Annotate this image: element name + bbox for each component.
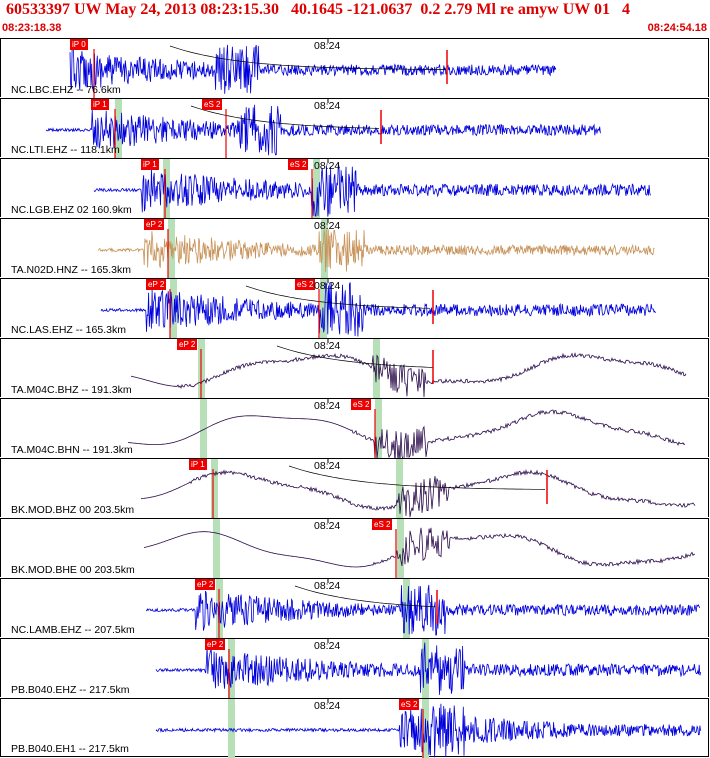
trace-plot <box>155 699 701 758</box>
phase-pick-flag[interactable]: iP 1 <box>141 159 159 170</box>
channel-label: BK.MOD.BHZ 00 203.5km <box>11 504 135 516</box>
waveform-trace <box>155 703 701 758</box>
time-tick-label: 08:24 <box>314 40 341 52</box>
pick-window <box>321 219 328 278</box>
channel-label: TA.M04C.BHN -- 191.3km <box>11 444 133 456</box>
trace-panel[interactable]: eP 2 08:24 PB.B040.EHZ -- 217.5km <box>0 638 709 698</box>
trace-plot <box>130 339 687 398</box>
trace-plot <box>145 579 701 638</box>
trace-plot <box>45 99 601 158</box>
coda-curve <box>169 45 446 70</box>
time-tick-label: 08:24 <box>314 460 341 472</box>
pick-window <box>396 459 403 518</box>
phase-pick-flag[interactable]: iP 1 <box>189 459 207 470</box>
time-tick-label: 08:24 <box>314 700 341 712</box>
time-tick-label: 08:24 <box>314 280 341 292</box>
waveform-trace <box>45 104 601 156</box>
waveform-trace <box>97 229 655 272</box>
time-tick-label: 08:24 <box>314 640 341 652</box>
channel-label: NC.LTI.EHZ -- 118.1km <box>11 144 120 156</box>
channel-label: NC.LAS.EHZ -- 165.3km <box>11 324 126 336</box>
pick-window <box>115 99 122 158</box>
phase-pick-flag[interactable]: eS 2 <box>295 279 316 290</box>
waveform-trace <box>100 281 656 337</box>
waveform-trace <box>127 409 686 458</box>
pick-window <box>313 159 320 218</box>
trace-plot <box>155 639 701 698</box>
channel-label: BK.MOD.BHE 00 203.5km <box>11 564 135 576</box>
channel-label: PB.B040.EHZ -- 217.5km <box>11 684 130 696</box>
time-tick-label: 08:24 <box>314 520 341 532</box>
trace-panel[interactable]: iP 1 08:24 BK.MOD.BHZ 00 203.5km <box>0 458 709 518</box>
trace-plot <box>143 519 696 578</box>
time-tick-label: 08:24 <box>314 340 341 352</box>
time-tick-label: 08:24 <box>314 160 341 172</box>
waveform-trace <box>143 527 696 568</box>
phase-pick-flag[interactable]: eP 2 <box>205 639 226 650</box>
phase-pick-flag[interactable]: eS 2 <box>288 159 309 170</box>
trace-panel[interactable]: eS 2 08:24 PB.B040.EH1 -- 217.5km <box>0 698 709 758</box>
coda-curve <box>294 585 436 608</box>
phase-pick-flag[interactable]: eS 2 <box>351 399 372 410</box>
channel-label: TA.N02D.HNZ -- 165.3km <box>11 264 131 276</box>
trace-panel[interactable]: iP 1 eS 2 08:24 NC.LTI.EHZ -- 118.1km <box>0 98 709 158</box>
trace-panel[interactable]: eP 2 08:24 TA.M04C.BHZ -- 191.3km <box>0 338 709 398</box>
time-tick-label: 08:24 <box>314 580 341 592</box>
time-tick-label: 08:24 <box>314 100 341 112</box>
phase-pick-flag[interactable]: eS 2 <box>372 519 393 530</box>
phase-pick-flag[interactable]: eP 2 <box>177 339 198 350</box>
channel-label: TA.M04C.BHZ -- 191.3km <box>11 384 132 396</box>
trace-plot <box>93 159 651 218</box>
phase-pick-flag[interactable]: eS 2 <box>399 699 420 710</box>
coda-curve <box>288 465 546 490</box>
channel-label: NC.LBC.EHZ -- 76.6km <box>11 84 121 96</box>
trace-panel[interactable]: eP 2 08:24 NC.LAMB.EHZ -- 207.5km <box>0 578 709 638</box>
trace-plot <box>127 399 686 458</box>
phase-pick-flag[interactable]: eP 2 <box>146 279 167 290</box>
channel-label: PB.B040.EH1 -- 217.5km <box>11 743 129 755</box>
waveform-trace <box>69 44 557 94</box>
coda-curve <box>276 345 434 368</box>
trace-plot <box>69 39 557 98</box>
pick-window <box>397 519 404 578</box>
start-time: 08:23:18.38 <box>2 22 62 34</box>
waveform-trace <box>130 352 687 398</box>
phase-pick-flag[interactable]: iP 1 <box>91 99 109 110</box>
waveform-trace <box>93 163 651 217</box>
header-bar: 60533397 UW May 24, 2013 08:23:15.30 40.… <box>0 0 710 38</box>
pick-window <box>211 459 218 518</box>
phase-pick-flag[interactable]: eP 2 <box>195 579 216 590</box>
seismogram-stack[interactable]: iP 0 08:24 NC.LBC.EHZ -- 76.6km iP 1 eS 2 08:… <box>0 38 710 758</box>
channel-label: NC.LGB.EHZ 02 160.9km <box>11 204 132 216</box>
trace-panel[interactable]: iP 1 eS 2 08:24 NC.LGB.EHZ 02 160.9km <box>0 158 709 218</box>
trace-panel[interactable]: eS 2 08:24 BK.MOD.BHE 00 203.5km <box>0 518 709 578</box>
time-tick-label: 08:24 <box>314 220 341 232</box>
phase-pick-flag[interactable]: eS 2 <box>202 99 223 110</box>
end-time: 08:24:54.18 <box>647 22 707 34</box>
trace-plot <box>100 279 656 338</box>
pick-window <box>213 519 220 578</box>
trace-panel[interactable]: eS 2 08:24 TA.M04C.BHN -- 191.3km <box>0 398 709 458</box>
trace-plot <box>97 219 655 278</box>
waveform-trace <box>140 469 696 518</box>
trace-panel[interactable]: eP 2 eS 2 08:24 NC.LAS.EHZ -- 165.3km <box>0 278 709 338</box>
phase-pick-flag[interactable]: eP 2 <box>144 219 165 230</box>
waveform-trace <box>155 642 701 695</box>
coda-curve <box>245 285 431 309</box>
pick-window <box>200 399 207 458</box>
pick-window <box>403 579 410 638</box>
time-tick-label: 08:24 <box>314 400 341 412</box>
trace-panel[interactable]: eP 2 08:24 TA.N02D.HNZ -- 165.3km <box>0 218 709 278</box>
pick-window <box>170 279 177 338</box>
pick-window <box>320 279 327 338</box>
trace-plot <box>140 459 696 518</box>
phase-pick-flag[interactable]: iP 0 <box>70 39 88 50</box>
channel-label: NC.LAMB.EHZ -- 207.5km <box>11 624 135 636</box>
coda-curve <box>190 105 380 129</box>
waveform-trace <box>145 584 701 636</box>
pick-window <box>163 159 170 218</box>
event-title: 60533397 UW May 24, 2013 08:23:15.30 40.… <box>6 1 630 18</box>
pick-window <box>375 399 382 458</box>
trace-panel[interactable]: iP 0 08:24 NC.LBC.EHZ -- 76.6km <box>0 38 709 98</box>
